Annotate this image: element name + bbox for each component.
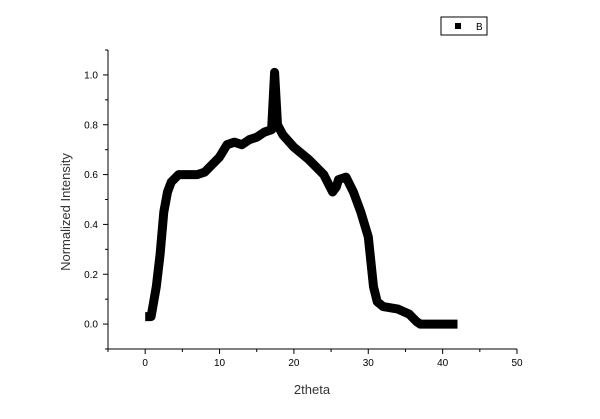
- legend: B: [440, 16, 488, 36]
- x-tick-label: 10: [214, 358, 226, 369]
- legend-marker: [455, 23, 461, 29]
- ticks: 0 10 20 30 40 50 0.0 0.2 0.4 0.6 0.8 1.0: [84, 49, 523, 369]
- x-tick-label: 40: [437, 358, 449, 369]
- legend-label: B: [476, 22, 483, 33]
- x-tick-label: 0: [142, 358, 148, 369]
- y-tick-label: 0.0: [84, 320, 98, 331]
- x-tick-label: 20: [288, 358, 300, 369]
- y-tick-label: 0.6: [84, 170, 98, 181]
- legend-box: [440, 16, 488, 36]
- y-axis-label: Normalized Intensity: [58, 153, 73, 271]
- y-tick-label: 0.8: [84, 120, 98, 131]
- x-axis-label: 2theta: [294, 382, 331, 397]
- y-tick-label: 1.0: [84, 70, 98, 81]
- series-line-B: [145, 67, 458, 329]
- x-tick-label: 50: [511, 358, 523, 369]
- y-tick-label: 0.4: [84, 220, 98, 231]
- y-tick-label: 0.2: [84, 270, 98, 281]
- x-tick-label: 30: [363, 358, 375, 369]
